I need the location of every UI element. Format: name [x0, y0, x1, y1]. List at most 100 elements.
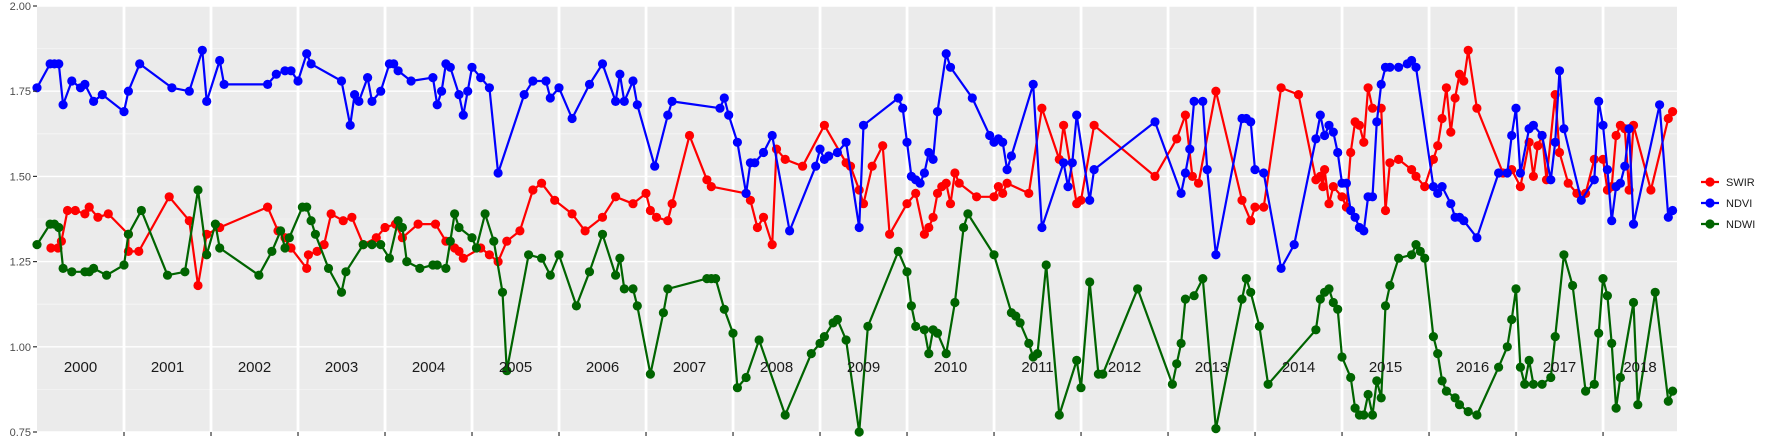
data-point-ndwi: [1024, 338, 1034, 348]
year-label: 2009: [847, 359, 880, 376]
data-point-swir: [46, 243, 56, 253]
legend: SWIR NDVI NDWI: [1701, 177, 1755, 231]
data-point-swir: [1172, 134, 1182, 144]
data-point-ndvi: [841, 137, 851, 147]
data-point-ndwi: [924, 349, 934, 359]
data-point-ndvi: [286, 66, 296, 76]
data-point-swir: [1250, 202, 1260, 212]
data-point-swir: [945, 199, 956, 209]
data-point-ndvi: [567, 113, 577, 124]
data-point-ndvi: [932, 107, 943, 117]
data-point-ndvi: [719, 93, 729, 103]
data-point-ndwi: [1663, 396, 1673, 406]
data-point-ndwi: [615, 253, 625, 263]
data-point-swir: [1076, 195, 1086, 205]
data-point-ndwi: [67, 267, 77, 277]
data-point-swir: [1328, 182, 1338, 192]
data-point-ndwi: [1511, 284, 1521, 294]
data-point-swir: [1259, 202, 1269, 212]
data-point-swir: [1320, 165, 1330, 175]
data-point-swir: [1193, 178, 1204, 188]
data-point-swir: [62, 205, 73, 216]
data-point-ndwi: [1054, 410, 1064, 420]
data-point-swir: [597, 212, 608, 222]
data-point-ndwi: [1015, 318, 1025, 328]
data-point-ndvi: [336, 76, 347, 86]
data-point-ndvi: [54, 59, 64, 69]
data-point-ndwi: [1463, 407, 1473, 417]
data-point-ndwi: [728, 328, 738, 338]
data-point-ndvi: [302, 49, 312, 59]
data-point-ndvi: [893, 93, 903, 103]
data-point-ndwi: [402, 257, 412, 267]
data-point-ndvi: [367, 96, 377, 106]
data-point-ndwi: [732, 383, 743, 393]
data-point-swir: [550, 195, 560, 205]
data-point-ndvi: [167, 83, 177, 93]
data-point-ndvi: [615, 69, 625, 79]
y-tick-label: 1.00: [10, 342, 31, 354]
series-layer: [32, 45, 1678, 437]
data-point-ndwi: [950, 297, 960, 308]
data-point-swir: [758, 212, 769, 222]
data-point-ndwi: [1607, 338, 1617, 348]
data-point-swir: [752, 222, 763, 233]
data-point-swir: [319, 240, 329, 250]
data-point-ndwi: [1611, 403, 1621, 413]
data-point-swir: [641, 188, 651, 198]
data-point-ndwi: [1032, 349, 1043, 359]
data-point-ndwi: [376, 240, 386, 250]
data-point-ndvi: [1594, 96, 1604, 106]
legend-item-ndvi: NDVI: [1701, 198, 1752, 210]
data-point-swir: [537, 178, 547, 188]
data-point-swir: [950, 168, 960, 178]
data-point-ndvi: [1246, 117, 1256, 127]
data-point-swir: [1024, 188, 1034, 198]
data-point-ndvi: [1559, 124, 1569, 134]
year-labels: 2000 2001 2002 2003 2004 2005 2006 2007 2008 2009…: [64, 359, 1657, 376]
data-point-ndvi: [1250, 165, 1260, 175]
data-point-ndwi: [1076, 383, 1086, 393]
data-point-ndvi: [1502, 168, 1512, 178]
data-point-ndvi: [458, 110, 468, 120]
data-point-ndwi: [162, 270, 173, 280]
data-point-ndwi: [215, 243, 225, 253]
data-point-swir: [193, 280, 203, 291]
data-point-ndvi: [1341, 178, 1351, 188]
data-point-ndvi: [1446, 199, 1456, 209]
data-point-ndwi: [102, 270, 112, 280]
data-point-ndvi: [1315, 110, 1325, 120]
data-point-ndwi: [489, 236, 499, 246]
data-point-swir: [430, 219, 441, 229]
data-point-ndwi: [741, 372, 751, 383]
data-point-swir: [1515, 182, 1525, 192]
data-point-ndwi: [367, 240, 377, 250]
data-point-ndwi: [1528, 379, 1538, 389]
data-point-ndvi: [428, 73, 438, 83]
data-point-ndwi: [254, 270, 264, 280]
data-point-swir: [1059, 120, 1069, 130]
legend-key-marker: [1705, 219, 1715, 229]
data-point-ndvi: [1655, 100, 1665, 110]
data-point-ndvi: [354, 96, 364, 106]
data-point-ndwi: [454, 222, 464, 233]
data-point-ndwi: [467, 233, 477, 243]
legend-item-swir: SWIR: [1701, 177, 1755, 189]
data-point-ndwi: [854, 427, 864, 437]
data-point-ndwi: [180, 267, 190, 277]
data-point-ndvi: [67, 76, 77, 86]
data-point-swir: [1354, 120, 1364, 130]
data-point-swir: [1359, 137, 1369, 147]
data-point-ndvi: [824, 151, 834, 161]
data-point-ndwi: [780, 410, 790, 420]
data-point-ndwi: [1333, 304, 1343, 314]
data-point-ndwi: [358, 240, 368, 250]
data-point-ndwi: [267, 246, 277, 256]
data-point-ndwi: [1180, 294, 1190, 304]
data-point-ndwi: [1085, 277, 1095, 287]
data-point-swir: [580, 226, 590, 236]
data-point-ndwi: [1428, 332, 1438, 342]
data-point-ndwi: [1011, 311, 1021, 321]
data-point-ndvi: [119, 107, 129, 117]
data-point-swir: [1363, 83, 1373, 93]
